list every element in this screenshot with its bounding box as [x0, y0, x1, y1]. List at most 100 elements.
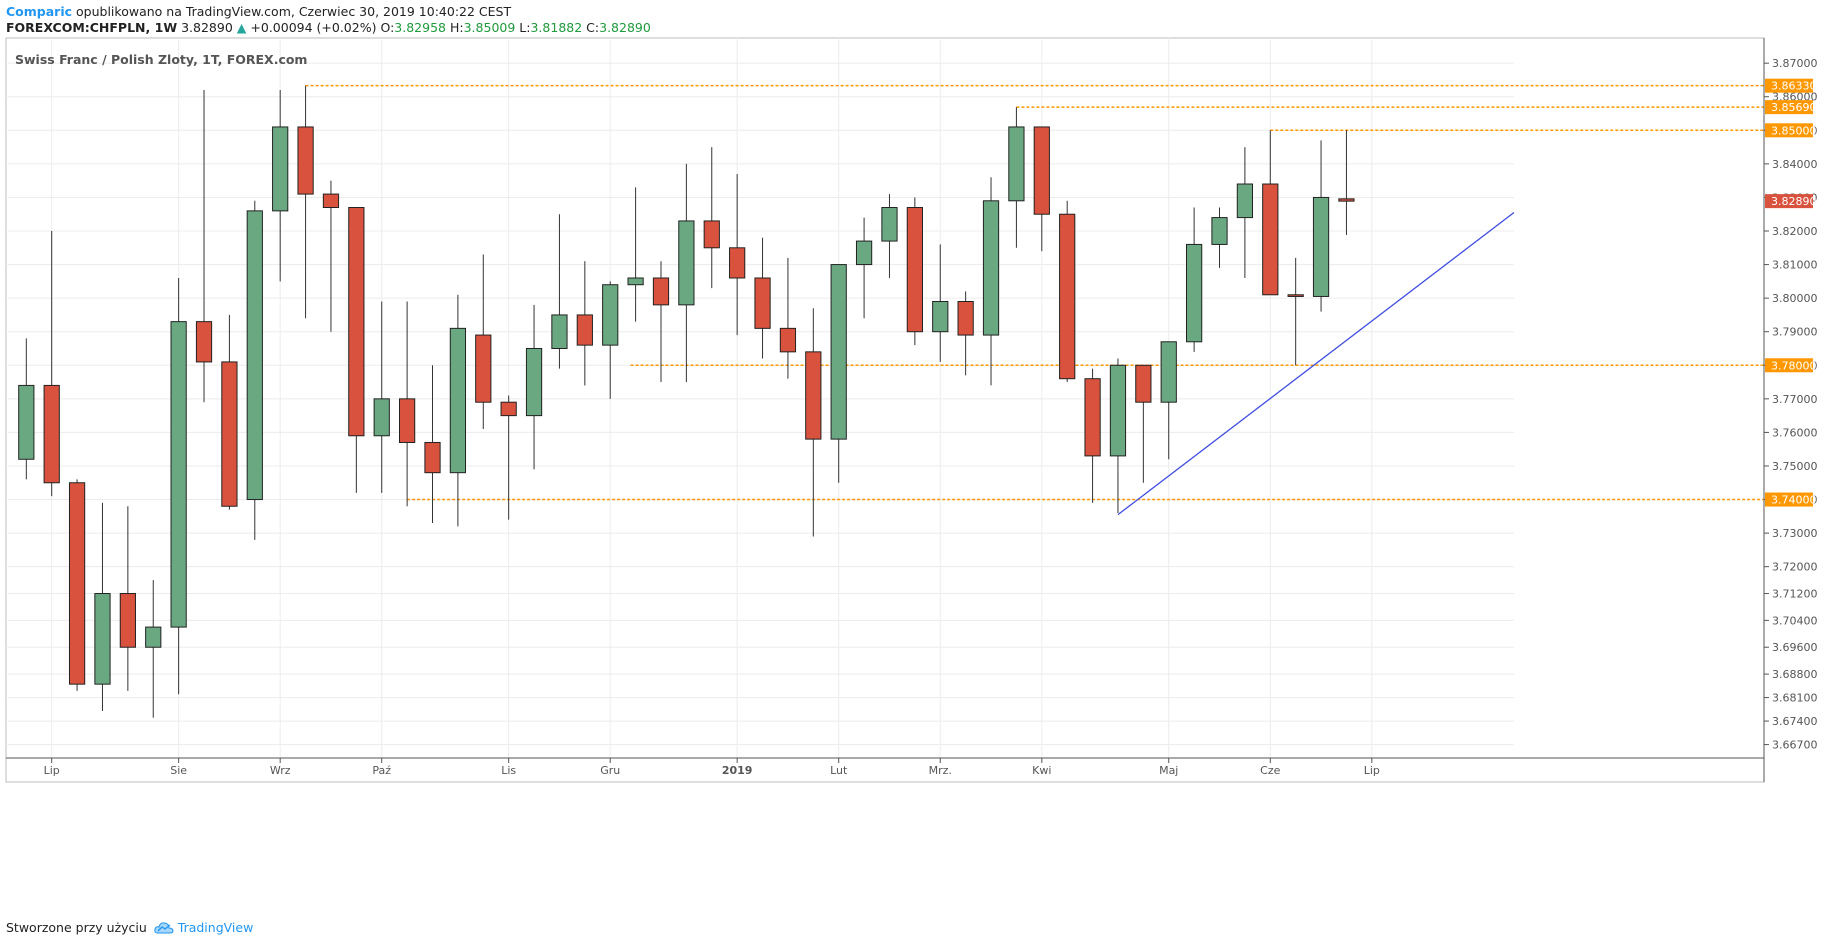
- candle-down: [424, 441, 441, 474]
- candle-up: [855, 240, 873, 266]
- level-price-label: 3.85690: [1771, 101, 1817, 114]
- level-price-badge: [1765, 78, 1813, 93]
- candle-up: [145, 626, 162, 648]
- candle-down: [1033, 126, 1050, 215]
- candle-down: [297, 126, 314, 195]
- author-name[interactable]: Comparic: [6, 4, 73, 19]
- time-axis[interactable]: Lip Sie Wrz Paź Lis Gru 2019 Lut Mrz. Kwi Maj Cze Li…: [44, 758, 1380, 777]
- price-tick-label: 3.66700: [1772, 739, 1818, 752]
- candle-up: [272, 126, 289, 212]
- candle-up: [1236, 183, 1254, 219]
- chart-frame: [5, 37, 1765, 783]
- price-tick-label: 3.70400: [1772, 614, 1818, 627]
- candle-down: [754, 277, 771, 329]
- candle-down: [195, 321, 213, 363]
- ohlc-legend: FOREXCOM:CHFPLN, 1W 3.82890 ▲ +0.00094 (…: [6, 20, 651, 35]
- axis-price-labels: 3.86330 3.85690 3.85000 3.78000 3.74000 3.828…: [1765, 78, 1817, 507]
- candle-down: [475, 334, 492, 403]
- time-tick-label: Wrz: [270, 764, 291, 777]
- candle-up: [18, 384, 35, 460]
- change-value: +0.00094 (+0.02%): [250, 20, 377, 35]
- last-price-badge: [1765, 194, 1813, 209]
- close-label: C:: [586, 20, 600, 35]
- level-price-badge: [1765, 492, 1813, 507]
- price-tick-label: 3.71200: [1772, 588, 1818, 601]
- level-price-label: 3.74000: [1771, 494, 1817, 507]
- candle-down: [1287, 294, 1304, 297]
- last-price-label: 3.82890: [1771, 195, 1817, 208]
- time-tick-label: Lip: [1364, 764, 1380, 777]
- level-price-badge: [1765, 100, 1813, 115]
- candle-up: [881, 207, 898, 242]
- price-tick-label: 3.75000: [1772, 460, 1818, 473]
- trendline-layer: [1117, 212, 1515, 516]
- time-tick-label: Lip: [44, 764, 60, 777]
- open-value: 3.82958: [394, 20, 446, 35]
- candle-down: [957, 300, 974, 336]
- candle-up: [525, 347, 543, 417]
- time-tick-label: 2019: [722, 764, 753, 777]
- candle-up: [94, 593, 111, 685]
- candle-down: [119, 593, 136, 648]
- time-tick-label: Sie: [170, 764, 187, 777]
- candle-up: [678, 220, 695, 306]
- candle-down: [1135, 364, 1152, 403]
- candle-down: [348, 207, 365, 437]
- price-tick-label: 3.87000: [1772, 57, 1818, 70]
- candle-down: [906, 207, 923, 333]
- candle-down: [399, 398, 416, 443]
- price-tick-label: 3.68800: [1772, 668, 1818, 681]
- price-tick-label: 3.79000: [1772, 326, 1818, 339]
- time-tick-label: Lis: [501, 764, 516, 777]
- candle-up: [373, 398, 390, 437]
- price-tick-label: 3.81000: [1772, 259, 1818, 272]
- candle-up: [982, 200, 1000, 336]
- time-tick-label: Cze: [1260, 764, 1280, 777]
- price-axis[interactable]: 3.870003.860003.850003.840003.830003.820…: [1764, 57, 1818, 752]
- candle-down: [729, 247, 746, 279]
- price-tick-label: 3.68100: [1772, 692, 1818, 705]
- candle-up: [1312, 196, 1330, 297]
- published-text: opublikowano na TradingView.com, Czerwie…: [76, 4, 512, 19]
- candle-up: [246, 210, 263, 501]
- price-tick-label: 3.72000: [1772, 561, 1818, 574]
- candle-down: [500, 401, 517, 417]
- time-tick-label: Gru: [600, 764, 620, 777]
- candle-down: [43, 384, 60, 484]
- candles: [18, 85, 1355, 718]
- tradingview-link[interactable]: TradingView: [177, 920, 254, 935]
- level-price-label: 3.85000: [1771, 124, 1817, 137]
- footer-text: Stworzone przy użyciu: [6, 920, 147, 935]
- close-value: 3.82890: [599, 20, 651, 35]
- price-tick-label: 3.77000: [1772, 393, 1818, 406]
- time-tick-label: Maj: [1159, 764, 1178, 777]
- candle-down: [652, 277, 670, 306]
- level-price-badge: [1765, 358, 1813, 373]
- candle-down: [1084, 378, 1101, 457]
- candle-down: [1338, 198, 1355, 202]
- candle-up: [551, 314, 568, 349]
- high-label: H:: [449, 20, 464, 35]
- candle-down: [703, 220, 720, 249]
- candle-up: [1008, 126, 1025, 202]
- candle-up: [1109, 364, 1127, 457]
- candle-down: [576, 314, 593, 346]
- open-label: O:: [380, 20, 395, 35]
- level-price-label: 3.86330: [1771, 80, 1817, 93]
- price-tick-label: 3.76000: [1772, 426, 1818, 439]
- candle-up: [602, 284, 619, 346]
- price-tick-label: 3.67400: [1772, 715, 1818, 728]
- candle-up: [1211, 217, 1228, 245]
- price-tick-label: 3.80000: [1772, 292, 1818, 305]
- candle-down: [322, 193, 340, 209]
- candle-up: [830, 264, 847, 440]
- change-up-icon: ▲: [236, 20, 247, 35]
- time-tick-label: Lut: [830, 764, 848, 777]
- candle-down: [1059, 213, 1076, 380]
- low-value: 3.81882: [530, 20, 583, 35]
- price-tick-label: 3.84000: [1772, 158, 1818, 171]
- chart-title: Swiss Franc / Polish Zloty, 1T, FOREX.co…: [15, 52, 307, 67]
- candle-up: [170, 321, 187, 628]
